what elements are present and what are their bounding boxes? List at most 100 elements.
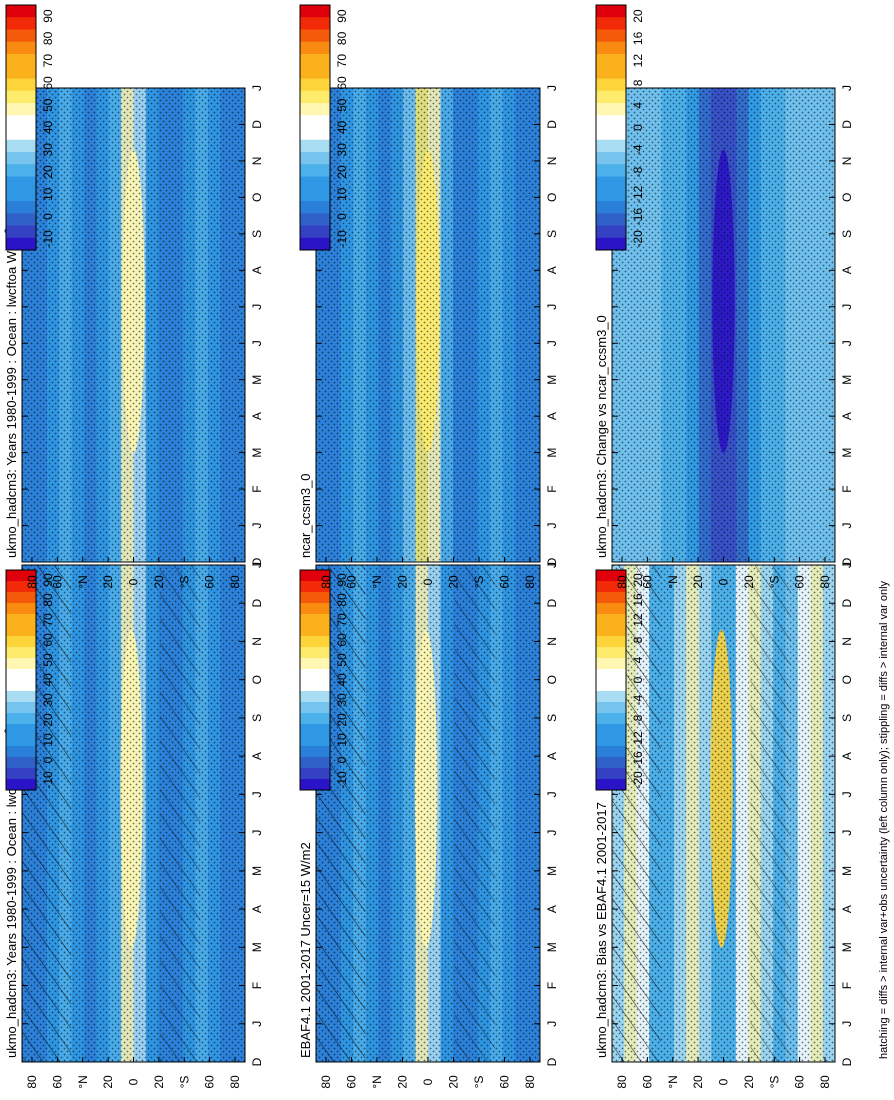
colorbar-label: -8: [631, 166, 645, 177]
colorbar-swatch: [6, 636, 36, 648]
x-tick-label: M: [250, 375, 264, 385]
colorbar-swatch: [300, 5, 330, 18]
y-tick-label: 0: [421, 578, 435, 585]
x-tick-label: J: [545, 791, 559, 797]
colorbar-label: 10: [41, 733, 55, 747]
x-tick-label: J: [840, 85, 854, 91]
colorbar-swatch: [300, 152, 330, 165]
colorbar-label: 20: [631, 573, 645, 587]
stippling: [316, 88, 540, 562]
colorbar-label: 16: [631, 31, 645, 45]
x-tick-label: A: [840, 752, 854, 760]
colorbar-swatch: [300, 115, 330, 128]
y-tick-label: 0: [717, 578, 731, 585]
x-tick-label: A: [250, 752, 264, 760]
colorbar-label: 0: [335, 756, 349, 763]
y-tick-label: 0: [127, 1078, 141, 1085]
colorbar-frame: [595, 569, 627, 791]
y-tick-label: 60: [640, 1075, 654, 1089]
x-tick-label: F: [545, 485, 559, 492]
colorbar-swatch: [300, 713, 330, 725]
y-tick-label: 20: [152, 575, 166, 589]
colorbar-label: -10: [41, 771, 55, 789]
colorbar-swatch: [300, 746, 330, 758]
x-tick-label: A: [840, 905, 854, 913]
panel-title: EBAF4.1 2001-2017 Uncer=15 W/m2: [298, 842, 313, 1058]
x-tick-label: J: [840, 523, 854, 529]
colorbar-swatch: [300, 78, 330, 92]
colorbar-swatch: [6, 29, 36, 43]
colorbar-swatch: [596, 713, 626, 725]
colorbar-swatch: [596, 41, 626, 55]
colorbar-label: 90: [335, 573, 349, 587]
x-tick-label: M: [545, 448, 559, 458]
x-tick-label: M: [545, 942, 559, 952]
colorbar-label: 60: [335, 76, 349, 90]
colorbar-label: 4: [631, 102, 645, 109]
colorbar-swatch: [300, 702, 330, 714]
colorbar-label: -16: [631, 751, 645, 769]
colorbar-label: 50: [335, 653, 349, 667]
y-tick-label: 20: [152, 1075, 166, 1089]
colorbar-swatch: [300, 29, 330, 43]
colorbar-swatch: [6, 225, 36, 239]
hatching: [454, 565, 496, 1062]
x-tick-label: N: [840, 637, 854, 646]
x-tick-label: D: [250, 557, 264, 566]
y-tick-label: 80: [25, 1075, 39, 1089]
x-tick-label: J: [545, 830, 559, 836]
y-tick-label: 20: [447, 1075, 461, 1089]
colorbar-swatch: [6, 176, 36, 190]
colorbar-swatch: [300, 213, 330, 226]
y-tick-label: 60: [203, 575, 217, 589]
colorbar-label: 8: [631, 79, 645, 86]
colorbar-swatch: [596, 768, 626, 780]
x-tick-label: D: [840, 599, 854, 608]
footnote: hatching = diffs > internal var+obs unce…: [878, 580, 890, 1059]
colorbar-label: -10: [335, 771, 349, 789]
y-tick-label: °N: [370, 575, 384, 588]
colorbar-swatch: [300, 41, 330, 55]
colorbar-label: -12: [631, 731, 645, 749]
colorbar-frame: [595, 4, 627, 251]
colorbar-swatch: [6, 735, 36, 747]
y-tick-label: 60: [345, 1075, 359, 1089]
x-tick-label: A: [250, 905, 264, 913]
x-tick-label: D: [545, 599, 559, 608]
colorbar-label: 0: [631, 676, 645, 683]
colorbar-swatch: [300, 592, 330, 604]
x-tick-label: S: [545, 714, 559, 722]
colorbar-swatch: [596, 225, 626, 239]
x-tick-label: J: [840, 830, 854, 836]
x-tick-label: A: [840, 412, 854, 420]
x-tick-label: D: [250, 599, 264, 608]
x-tick-label: J: [840, 562, 854, 568]
y-tick-label: 80: [818, 575, 832, 589]
y-tick-label: 60: [498, 575, 512, 589]
colorbar-swatch: [6, 669, 36, 681]
y-tick-label: 80: [228, 1075, 242, 1089]
colorbar-swatch: [596, 746, 626, 758]
y-tick-label: 20: [742, 575, 756, 589]
x-tick-label: D: [840, 557, 854, 566]
colorbar-label: 20: [335, 165, 349, 179]
colorbar-label: 30: [41, 143, 55, 157]
colorbar-swatch: [6, 90, 36, 104]
colorbar-swatch: [300, 636, 330, 648]
colorbar-swatch: [596, 779, 626, 791]
colorbar-swatch: [596, 614, 626, 626]
y-tick-label: 60: [793, 1075, 807, 1089]
x-tick-label: S: [840, 230, 854, 238]
colorbar-swatch: [596, 702, 626, 714]
colorbar-label: 30: [335, 143, 349, 157]
colorbar-swatch: [596, 237, 626, 251]
y-tick-label: 80: [523, 1075, 537, 1089]
colorbar-swatch: [6, 17, 36, 30]
colorbar-label: 50: [41, 98, 55, 112]
colorbar-swatch: [596, 691, 626, 703]
y-tick-label: °S: [472, 576, 486, 589]
colorbar-swatch: [300, 625, 330, 637]
y-tick-label: 80: [319, 575, 333, 589]
